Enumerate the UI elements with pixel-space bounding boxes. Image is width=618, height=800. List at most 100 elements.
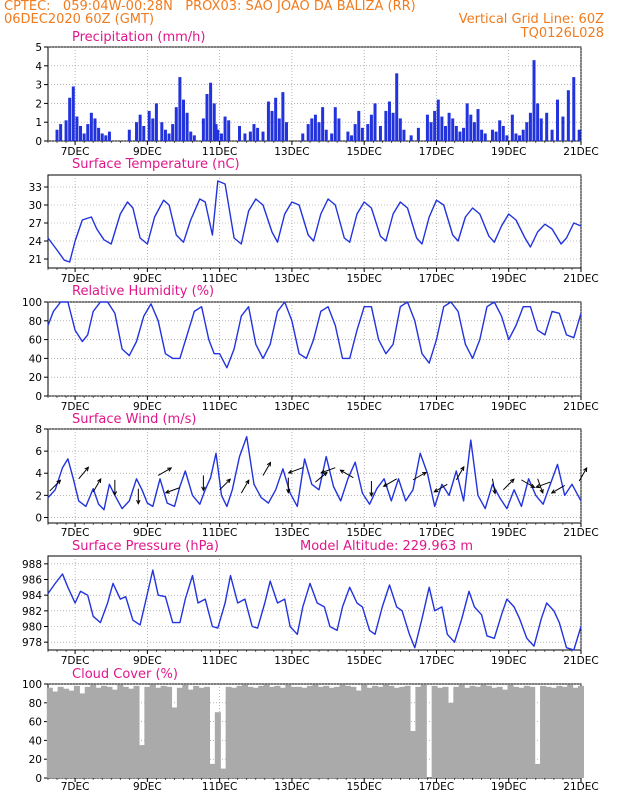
precipitation-bar <box>214 124 218 141</box>
cloud-bar <box>388 685 395 778</box>
precipitation-ytick-label: 3 <box>35 80 42 92</box>
cloud-bar <box>285 684 292 778</box>
precipitation-bar <box>182 99 186 141</box>
cloud-bar <box>393 687 400 778</box>
wind-arrow <box>315 472 328 483</box>
cloud-bar <box>577 685 585 778</box>
precipitation-bar <box>142 125 146 141</box>
wind-line <box>47 436 582 511</box>
precipitation-xtick-label: 13DEC <box>274 146 309 158</box>
precipitation-bar <box>409 135 413 141</box>
precipitation-bar <box>472 122 476 141</box>
cloud-bar <box>512 686 519 778</box>
humidity-xtick-label: 17DEC <box>419 401 454 413</box>
precipitation-bar <box>321 107 325 141</box>
wind-title: Surface Wind (m/s) <box>72 412 196 427</box>
cloud-xtick-label: 17DEC <box>419 781 454 793</box>
precipitation-bar <box>505 135 509 141</box>
cloud-bar <box>523 685 530 778</box>
humidity-xtick-label: 9DEC <box>133 401 162 413</box>
wind-arrow <box>578 467 588 482</box>
wind-xtick-label: 17DEC <box>419 527 454 539</box>
precipitation-bar <box>97 127 101 141</box>
precipitation-bar <box>82 133 86 141</box>
humidity-xtick-label: 7DEC <box>61 401 90 413</box>
wind-arrow-head <box>339 469 345 474</box>
cloud-bar <box>263 684 270 778</box>
wind-arrow-head <box>539 488 544 494</box>
wind-ytick-label: 4 <box>35 468 42 480</box>
precipitation-bar <box>510 114 514 141</box>
precipitation-bar <box>476 109 480 141</box>
cloud-bar <box>225 686 232 778</box>
wind-xtick-label: 11DEC <box>202 527 237 539</box>
wind-arrow-head <box>287 469 293 474</box>
cloud-bar <box>409 731 416 778</box>
cloud-bar <box>209 763 216 778</box>
cloud-bar <box>328 687 335 778</box>
precipitation-bar <box>536 103 540 141</box>
precipitation-bar <box>151 118 155 141</box>
cloud-bar <box>274 685 281 778</box>
cloud-bar <box>469 685 476 778</box>
cloud-bar <box>198 687 205 778</box>
cloud-bar <box>534 763 541 778</box>
wind-arrow-head <box>201 486 206 492</box>
cloud-bar <box>518 687 525 778</box>
temperature-ytick-label: 30 <box>29 200 42 212</box>
precipitation-bar <box>243 133 247 141</box>
precipitation-bar <box>572 77 576 141</box>
precipitation-bar <box>189 131 193 141</box>
pressure-xtick-label: 15DEC <box>346 655 381 667</box>
precipitation-bar <box>539 118 543 141</box>
cloud-ytick-label: 0 <box>35 773 42 785</box>
pressure-xtick-label: 9DEC <box>133 655 162 667</box>
cloud-bar <box>203 686 211 778</box>
wind-arrow-head <box>97 477 102 484</box>
cloud-bar <box>323 685 330 778</box>
pressure-line <box>47 569 582 651</box>
precipitation-bar <box>89 112 93 141</box>
cloud-bar <box>73 685 80 778</box>
precipitation-xtick-label: 7DEC <box>61 146 90 158</box>
cloud-xtick-label: 9DEC <box>133 781 162 793</box>
cloud-bar <box>372 685 379 778</box>
cloud-bar <box>334 686 341 778</box>
pressure-ytick-label: 982 <box>22 606 42 618</box>
humidity-frame <box>47 301 582 397</box>
cloud-bar <box>480 684 487 778</box>
pressure-xtick-label: 13DEC <box>274 655 309 667</box>
precipitation-bar <box>238 125 242 141</box>
wind-arrow-head <box>460 465 465 471</box>
wind-arrow <box>288 467 303 474</box>
wind-arrow-head <box>509 478 515 484</box>
cloud-bar <box>404 685 411 778</box>
precipitation-bar <box>330 133 334 141</box>
precipitation-bar <box>357 110 361 141</box>
wind-arrow <box>434 483 448 493</box>
precipitation-bar <box>525 122 529 141</box>
cloud-bar <box>350 686 357 778</box>
temperature-ytick-label: 21 <box>29 254 42 266</box>
pressure-xtick-label: 7DEC <box>61 655 90 667</box>
cloud-bar <box>420 684 427 778</box>
cloud-bar <box>485 685 492 778</box>
header-station-line: CPTEC: 059:04W-00:28N PROX03: SAO JOAO D… <box>4 0 416 14</box>
precipitation-bar <box>317 122 321 141</box>
temperature-xtick-label: 17DEC <box>419 273 454 285</box>
precipitation-bar <box>227 120 231 141</box>
cloud-bar <box>258 685 265 778</box>
wind-ytick-label: 8 <box>35 424 42 436</box>
precipitation-bar <box>216 129 220 141</box>
wind-arrow <box>491 478 496 494</box>
humidity-ytick-label: 20 <box>29 372 42 384</box>
wind-arrow <box>521 479 535 488</box>
temperature-ytick-label: 33 <box>29 182 42 194</box>
precipitation-bar <box>274 97 278 141</box>
cloud-bar <box>502 689 509 778</box>
humidity-ytick-label: 60 <box>29 335 42 347</box>
pressure-xtick-label: 11DEC <box>202 655 237 667</box>
precipitation-bar <box>498 120 502 141</box>
temperature-xtick-label: 21DEC <box>563 273 598 285</box>
wind-arrow-head <box>266 461 272 467</box>
